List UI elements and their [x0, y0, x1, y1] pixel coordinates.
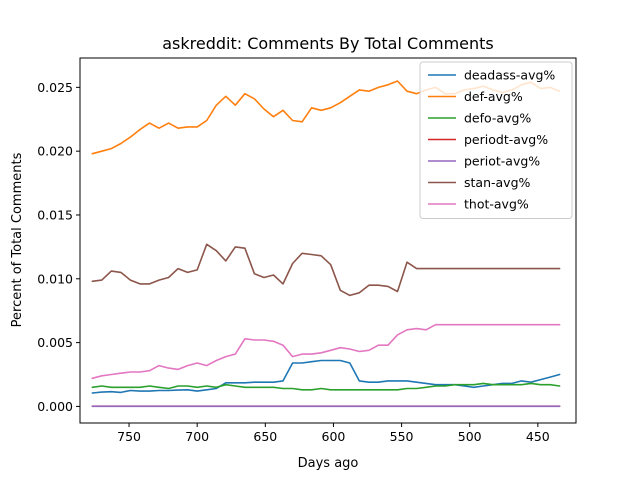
legend-label: defo-avg%: [464, 111, 531, 126]
legend-label: periot-avg%: [464, 154, 540, 169]
series-line-0: [91, 359, 561, 394]
legend-box: [419, 61, 573, 219]
legend-label: periodt-avg%: [464, 132, 548, 147]
x-tick-label: 500: [458, 429, 482, 444]
y-tick-label: 0.005: [37, 335, 73, 350]
x-tick-label: 550: [390, 429, 414, 444]
plot-frame: [79, 57, 577, 424]
legend-label: deadass-avg%: [464, 68, 555, 83]
x-axis-label: Days ago: [298, 456, 359, 471]
legend-label: thot-avg%: [464, 197, 529, 212]
legend-label: stan-avg%: [464, 175, 530, 190]
x-axis: 750 700 650 600 550 500 450: [117, 423, 550, 444]
series-line-2: [91, 382, 561, 391]
x-tick-label: 450: [526, 429, 550, 444]
x-tick-label: 750: [117, 429, 141, 444]
x-tick-label: 650: [253, 429, 277, 444]
chart-title: askreddit: Comments By Total Comments: [162, 34, 494, 53]
legend: deadass-avg% def-avg% defo-avg% periodt-avg…: [419, 61, 573, 219]
series-line-5: [91, 243, 561, 297]
y-tick-label: 0.020: [37, 144, 73, 159]
legend-label: def-avg%: [464, 89, 523, 104]
y-axis: 0.000 0.005 0.010 0.015 0.020 0.025: [37, 80, 80, 414]
y-tick-label: 0.025: [37, 80, 73, 95]
x-tick-label: 700: [185, 429, 209, 444]
y-tick-label: 0.015: [37, 207, 73, 222]
y-axis-label: Percent of Total Comments: [10, 152, 25, 327]
series-line-6: [91, 323, 561, 380]
x-tick-label: 600: [322, 429, 346, 444]
y-tick-label: 0.000: [37, 399, 73, 414]
y-tick-label: 0.010: [37, 271, 73, 286]
plot-area: [91, 80, 561, 408]
